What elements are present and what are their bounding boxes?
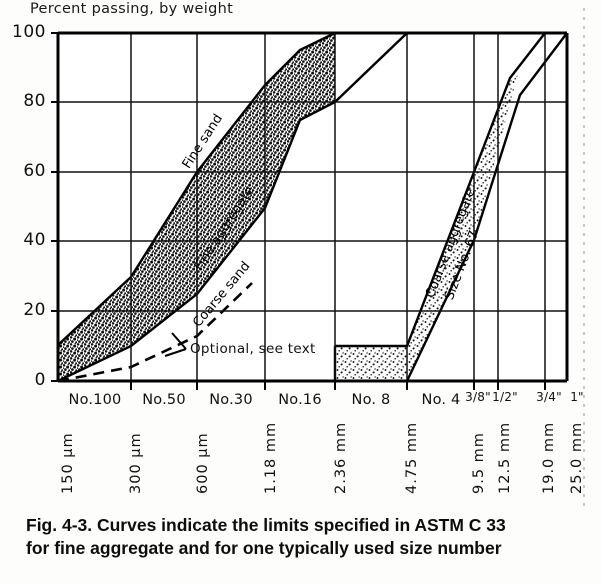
x-tick-one-half: 1/2" [492, 390, 518, 404]
x-size-600um: 600 μm [195, 432, 211, 494]
x-tick-no50: No.50 [142, 392, 186, 408]
x-size-1-18mm: 1.18 mm [263, 421, 279, 494]
y-tick-60: 60 [23, 161, 46, 181]
y-tick-marks [51, 32, 58, 382]
x-size-4-75mm: 4.75 mm [404, 421, 420, 494]
x-tick-marks [130, 381, 546, 390]
label-optional-see-text: Optional, see text [190, 341, 316, 357]
caption-line-2: for fine aggregate and for one typically… [26, 538, 502, 559]
x-tick-no30: No.30 [209, 392, 253, 408]
x-size-9-5mm: 9.5 mm [471, 432, 487, 494]
x-size-150um: 150 μm [60, 432, 76, 494]
x-tick-three-eighths: 3/8" [465, 390, 491, 404]
figure-caption: Fig. 4-3. Curves indicate the limits spe… [26, 514, 586, 560]
y-tick-20: 20 [23, 300, 46, 320]
y-axis-title: Percent passing, by weight [30, 1, 234, 17]
y-tick-0: 0 [34, 370, 46, 390]
y-tick-80: 80 [23, 91, 46, 111]
x-tick-no8: No. 8 [351, 392, 391, 408]
y-tick-100: 100 [12, 22, 46, 42]
x-size-300um: 300 μm [128, 432, 144, 494]
optional-dashed-curve [57, 282, 253, 383]
x-tick-no16: No.16 [278, 392, 322, 408]
y-tick-40: 40 [23, 230, 46, 250]
caption-line-1: Fig. 4-3. Curves indicate the limits spe… [26, 515, 506, 535]
x-size-12-5mm: 12.5 mm [497, 421, 513, 494]
x-size-2-36mm: 2.36 mm [333, 421, 349, 494]
x-tick-no4: No. 4 [421, 392, 461, 408]
x-tick-no100: No.100 [68, 392, 122, 408]
x-tick-three-quarters: 3/4" [536, 390, 562, 404]
optional-leader-line [164, 332, 187, 357]
x-size-19-0mm: 19.0 mm [541, 421, 557, 494]
grid-lines [58, 33, 567, 381]
scan-edge-artifact [583, 8, 585, 508]
x-tick-one-inch: 1" [570, 390, 584, 404]
axis-frame [56, 31, 569, 383]
